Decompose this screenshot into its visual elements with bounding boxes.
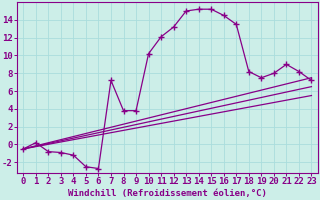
X-axis label: Windchill (Refroidissement éolien,°C): Windchill (Refroidissement éolien,°C): [68, 189, 267, 198]
